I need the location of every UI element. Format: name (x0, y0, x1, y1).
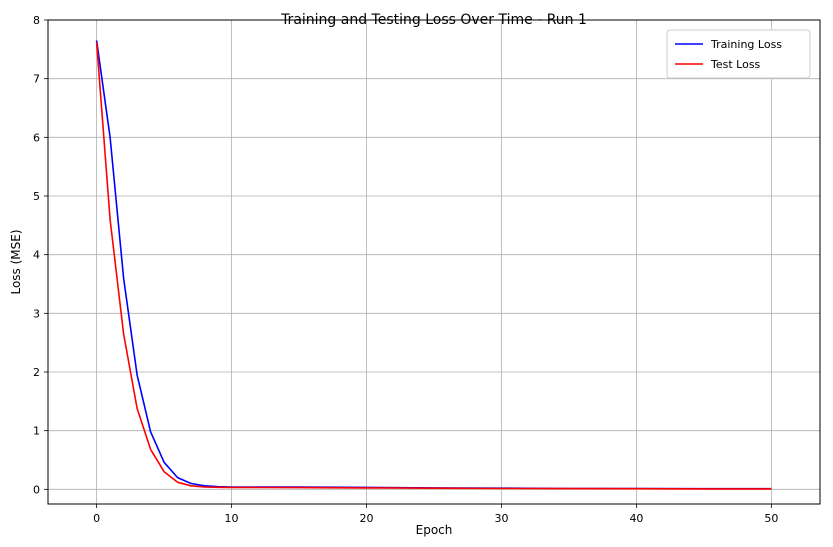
y-tick-label: 6 (33, 131, 40, 144)
x-tick-label: 20 (360, 512, 374, 525)
series-lines (95, 40, 772, 490)
y-tick-label: 4 (33, 249, 40, 262)
series-line-test-loss (95, 42, 772, 490)
x-axis-label: Epoch (416, 523, 453, 537)
x-tick-label: 30 (494, 512, 508, 525)
y-axis-label: Loss (MSE) (9, 229, 23, 294)
legend-box (666, 29, 811, 79)
legend-label: Training Loss (710, 38, 782, 51)
grid (48, 19, 820, 504)
y-tick-label: 8 (33, 14, 40, 27)
x-tick-label: 0 (93, 512, 100, 525)
y-tick-label: 7 (33, 73, 40, 86)
axis-ticks: 0 10 20 30 40 50 0 1 2 3 4 5 6 7 8 (33, 14, 778, 525)
plot-frame (47, 19, 821, 505)
y-tick-label: 1 (33, 425, 40, 438)
legend: Training Loss Test Loss (666, 29, 811, 79)
x-tick-label: 40 (629, 512, 643, 525)
x-tick-label: 10 (225, 512, 239, 525)
x-tick-label: 50 (764, 512, 778, 525)
legend-label: Test Loss (710, 58, 761, 71)
y-tick-label: 2 (33, 366, 40, 379)
y-tick-label: 3 (33, 307, 40, 320)
series-line-training-loss (95, 40, 772, 490)
y-tick-label: 0 (33, 483, 40, 496)
y-tick-label: 5 (33, 190, 40, 203)
